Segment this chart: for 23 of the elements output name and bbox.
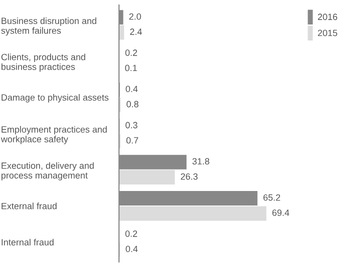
data-label: 26.3 bbox=[180, 173, 198, 180]
data-label: 69.4 bbox=[272, 210, 290, 216]
data-label: 65.2 bbox=[263, 194, 280, 201]
data-label: 0.3 bbox=[126, 122, 138, 128]
data-label: 0.1 bbox=[125, 64, 137, 72]
data-label: 2.0 bbox=[129, 13, 141, 20]
data-label: 0.4 bbox=[126, 246, 138, 252]
data-label: 0.2 bbox=[125, 230, 138, 237]
data-label: 0.8 bbox=[126, 100, 138, 108]
y-tick-label: Damage to physical assets bbox=[2, 94, 108, 102]
legend-label: 2016 bbox=[318, 14, 338, 20]
data-label: 0.2 bbox=[125, 50, 138, 56]
data-label: 0.7 bbox=[126, 137, 138, 144]
legend-label: 2015 bbox=[318, 30, 338, 36]
data-label: 31.8 bbox=[192, 158, 210, 165]
y-tick-label: Employment practices and workplace safety bbox=[0, 126, 107, 144]
data-label: 0.4 bbox=[126, 86, 138, 92]
y-tick-label: Clients, products and business practices bbox=[1, 54, 86, 72]
y-tick-label: Internal fraud bbox=[2, 238, 54, 246]
y-tick-label: Execution, delivery and process management bbox=[2, 162, 94, 180]
data-label: 2.4 bbox=[130, 28, 142, 35]
y-tick-label: Business disruption and system failures bbox=[1, 17, 96, 36]
y-tick-label: External fraud bbox=[2, 202, 57, 210]
